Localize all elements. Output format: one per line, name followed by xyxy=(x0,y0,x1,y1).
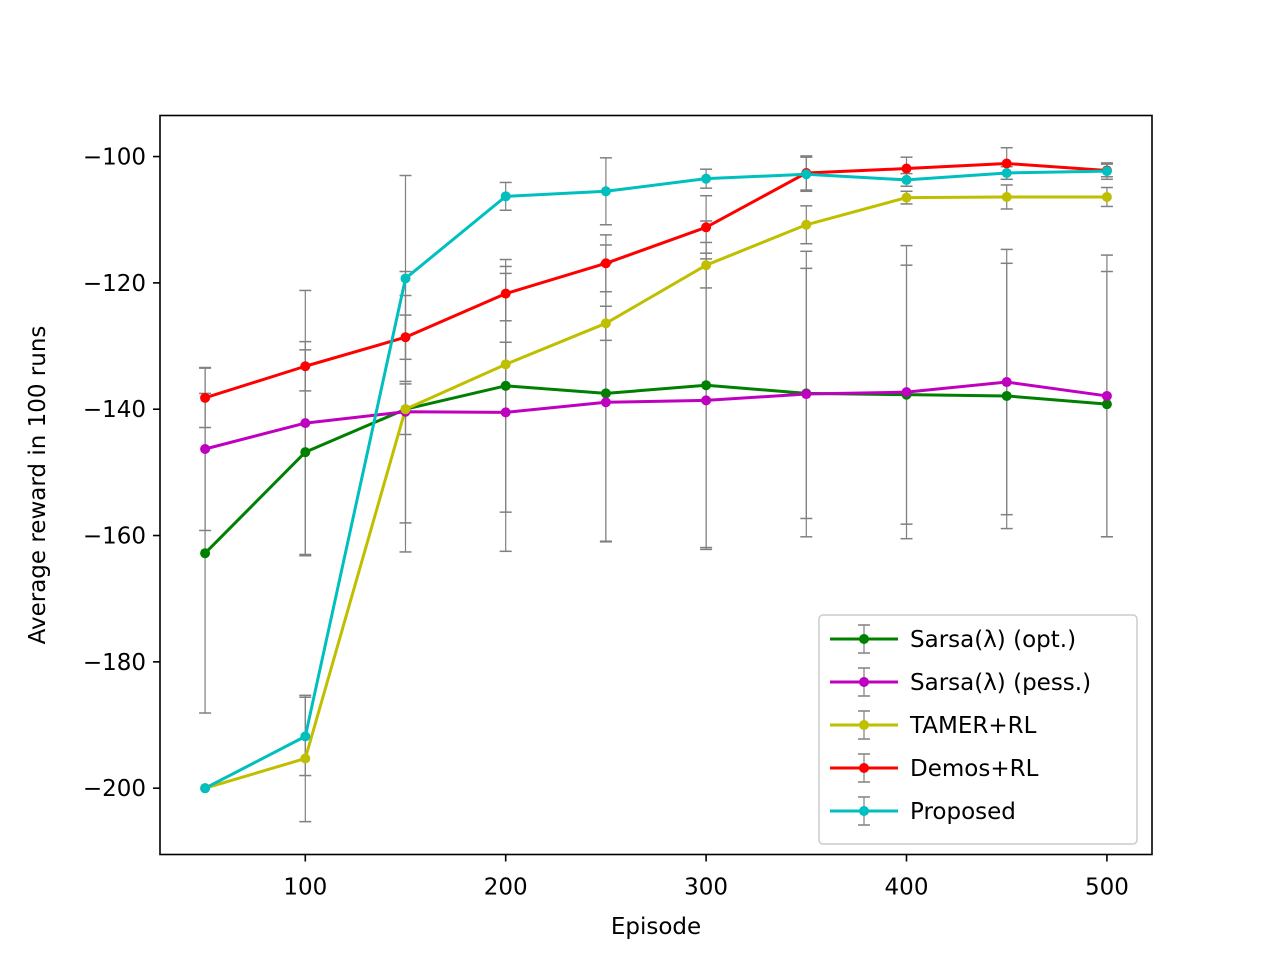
legend-swatch-marker xyxy=(859,806,869,816)
data-point xyxy=(200,783,211,794)
x-axis-label: Episode xyxy=(611,914,701,940)
data-point xyxy=(600,388,611,399)
series-line xyxy=(204,169,1107,790)
legend: Sarsa(λ) (opt.) Sarsa(λ) (pess.) TAMER+RL D… xyxy=(818,614,1138,845)
data-point xyxy=(500,288,511,299)
data-point xyxy=(1101,390,1112,401)
y-tick-label: −140 xyxy=(83,397,146,423)
data-point xyxy=(701,260,712,271)
data-point xyxy=(1001,167,1012,178)
data-point xyxy=(500,407,511,418)
y-axis: −200 −180 −160 −140 −120 −100 xyxy=(83,145,160,802)
data-point xyxy=(1001,377,1012,388)
series-line xyxy=(204,162,1108,400)
plot-frame xyxy=(159,114,1153,856)
data-point xyxy=(300,731,311,742)
data-point xyxy=(600,397,611,408)
data-point xyxy=(1001,191,1012,202)
data-point xyxy=(400,332,411,343)
data-point xyxy=(901,163,912,174)
legend-swatch-marker xyxy=(859,634,869,644)
data-point xyxy=(701,222,712,233)
x-tick-label: 300 xyxy=(684,875,728,901)
data-point xyxy=(801,389,812,400)
y-tick-label: −120 xyxy=(83,271,146,297)
data-point xyxy=(600,186,611,197)
x-tick-label: 400 xyxy=(885,875,929,901)
x-tick-label: 200 xyxy=(484,875,528,901)
data-point xyxy=(1101,166,1112,177)
legend-swatch-marker xyxy=(859,677,869,687)
legend-label: Sarsa(λ) (pess.) xyxy=(910,670,1091,696)
data-point xyxy=(300,361,311,372)
legend-label: Proposed xyxy=(910,799,1016,825)
series-line xyxy=(204,383,1108,555)
data-point xyxy=(500,380,511,391)
y-tick-label: −200 xyxy=(83,776,146,802)
series-line xyxy=(204,195,1107,790)
data-point xyxy=(901,174,912,185)
data-point xyxy=(701,395,712,406)
data-point xyxy=(200,392,211,403)
data-point xyxy=(1101,399,1112,410)
data-point xyxy=(600,258,611,269)
data-point xyxy=(500,191,511,202)
x-tick-label: 100 xyxy=(283,875,327,901)
data-point xyxy=(300,418,311,429)
y-tick-label: −160 xyxy=(83,524,146,550)
series-lines xyxy=(204,162,1108,790)
data-point xyxy=(1001,158,1012,169)
data-point xyxy=(300,447,311,458)
x-axis: 100 200 300 400 500 xyxy=(283,854,1129,901)
series-points xyxy=(200,158,1112,794)
data-point xyxy=(701,173,712,184)
series-line xyxy=(204,380,1108,451)
data-point xyxy=(500,359,511,370)
data-point xyxy=(300,753,311,764)
data-point xyxy=(200,548,211,559)
data-point xyxy=(1001,390,1012,401)
legend-swatch-marker xyxy=(859,720,869,730)
data-point xyxy=(200,443,211,454)
x-tick-label: 500 xyxy=(1085,875,1129,901)
legend-label: TAMER+RL xyxy=(909,713,1037,739)
data-point xyxy=(801,219,812,230)
data-point xyxy=(1101,191,1112,202)
y-tick-label: −100 xyxy=(83,145,146,171)
data-point xyxy=(901,387,912,398)
legend-box xyxy=(818,614,1138,845)
legend-label: Sarsa(λ) (opt.) xyxy=(910,627,1076,653)
data-point xyxy=(901,192,912,203)
y-tick-label: −180 xyxy=(83,650,146,676)
y-axis-label: Average reward in 100 runs xyxy=(25,326,51,645)
legend-label: Demos+RL xyxy=(910,756,1039,782)
legend-swatch-marker xyxy=(859,763,869,773)
data-point xyxy=(400,404,411,415)
data-point xyxy=(801,169,812,180)
data-point xyxy=(701,380,712,391)
data-point xyxy=(400,273,411,284)
data-point xyxy=(600,318,611,329)
